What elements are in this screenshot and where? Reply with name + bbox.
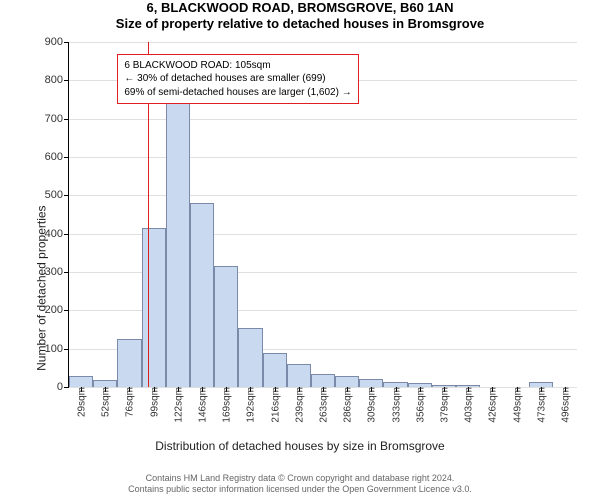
histogram-bar — [238, 328, 262, 387]
title-line-1: 6, BLACKWOOD ROAD, BROMSGROVE, B60 1AN — [0, 0, 600, 16]
histogram-bar — [142, 228, 166, 387]
x-tick-label: 449sqm — [510, 387, 523, 423]
x-tick-label: 356sqm — [413, 387, 426, 423]
y-tick-label: 700 — [45, 113, 69, 125]
plot-area: 010020030040050060070080090029sqm52sqm76… — [68, 42, 577, 388]
x-tick-label: 286sqm — [341, 387, 354, 423]
y-tick-label: 0 — [57, 381, 69, 393]
histogram-bar — [166, 103, 190, 387]
x-tick-label: 333sqm — [389, 387, 402, 423]
footer-line-1: Contains HM Land Registry data © Crown c… — [0, 473, 600, 485]
grid-line — [69, 195, 577, 196]
annotation-box: 6 BLACKWOOD ROAD: 105sqm← 30% of detache… — [117, 54, 358, 105]
annotation-line: 6 BLACKWOOD ROAD: 105sqm — [124, 59, 351, 73]
chart-title: 6, BLACKWOOD ROAD, BROMSGROVE, B60 1AN S… — [0, 0, 600, 33]
y-axis-label: Number of detached properties — [35, 205, 49, 370]
y-tick-label: 600 — [45, 151, 69, 163]
grid-line — [69, 42, 577, 43]
footer-attribution: Contains HM Land Registry data © Crown c… — [0, 473, 600, 496]
histogram-bar — [311, 374, 335, 387]
histogram-bar — [190, 203, 214, 387]
annotation-line: ← 30% of detached houses are smaller (69… — [124, 72, 351, 86]
x-tick-label: 146sqm — [196, 387, 209, 423]
histogram-bar — [214, 266, 238, 387]
x-tick-label: 263sqm — [317, 387, 330, 423]
x-tick-label: 379sqm — [437, 387, 450, 423]
x-tick-label: 216sqm — [268, 387, 281, 423]
histogram-bar — [117, 339, 141, 387]
histogram-bar — [335, 376, 359, 388]
x-tick-label: 426sqm — [486, 387, 499, 423]
y-tick-label: 900 — [45, 36, 69, 48]
histogram-bar — [263, 353, 287, 388]
histogram-bar — [69, 376, 93, 388]
histogram-bar — [287, 364, 311, 387]
grid-line — [69, 119, 577, 120]
x-tick-label: 76sqm — [123, 387, 136, 417]
histogram-bar — [93, 380, 117, 387]
x-tick-label: 52sqm — [99, 387, 112, 417]
y-tick-label: 500 — [45, 189, 69, 201]
title-line-2: Size of property relative to detached ho… — [0, 16, 600, 32]
x-tick-label: 29sqm — [75, 387, 88, 417]
x-tick-label: 473sqm — [534, 387, 547, 423]
x-tick-label: 122sqm — [171, 387, 184, 423]
x-tick-label: 192sqm — [244, 387, 257, 423]
grid-line — [69, 157, 577, 158]
x-tick-label: 403sqm — [462, 387, 475, 423]
x-tick-label: 309sqm — [365, 387, 378, 423]
footer-line-2: Contains public sector information licen… — [0, 484, 600, 496]
x-tick-label: 496sqm — [558, 387, 571, 423]
x-axis-label: Distribution of detached houses by size … — [0, 439, 600, 453]
annotation-line: 69% of semi-detached houses are larger (… — [124, 86, 351, 100]
x-tick-label: 169sqm — [220, 387, 233, 423]
histogram-bar — [359, 379, 383, 387]
x-tick-label: 239sqm — [292, 387, 305, 423]
x-tick-label: 99sqm — [147, 387, 160, 417]
y-tick-label: 800 — [45, 74, 69, 86]
